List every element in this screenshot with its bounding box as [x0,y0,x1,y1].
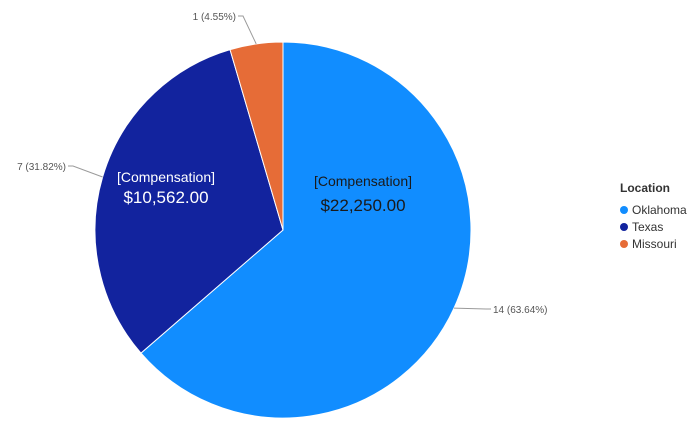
annotation-label-oklahoma: [Compensation] [314,173,412,189]
data-labels: 14 (63.64%) 7 (31.82%) 1 (4.55%) [17,12,547,316]
legend-label-oklahoma: Oklahoma [632,202,687,217]
legend-title: Location [620,181,670,195]
legend-swatch-missouri [620,239,628,248]
pie-slice-missouri[interactable] [229,41,284,231]
legend-item-oklahoma[interactable]: Oklahoma [620,201,687,218]
leader-line-oklahoma [453,307,491,310]
leader-line-texas [68,165,103,178]
slice-annotations: [Compensation] $22,250.00 [Compensation] $1… [117,169,412,215]
leader-line-missouri [238,15,257,45]
legend-swatch-oklahoma [620,205,628,214]
leader-lines [68,15,491,310]
legend-swatch-texas [620,222,628,231]
annotation-value-texas: $10,562.00 [123,188,208,207]
data-label-texas: 7 (31.82%) [17,162,66,173]
annotation-value-oklahoma: $22,250.00 [320,196,405,215]
legend-item-texas[interactable]: Texas [620,218,687,235]
legend: Location Oklahoma Texas Missouri [620,181,687,252]
legend-item-missouri[interactable]: Missouri [620,235,687,252]
legend-label-texas: Texas [632,219,664,234]
pie-slices [94,41,472,419]
annotation-label-texas: [Compensation] [117,169,215,185]
data-label-oklahoma: 14 (63.64%) [493,305,547,316]
data-label-missouri: 1 (4.55%) [193,12,236,23]
legend-label-missouri: Missouri [632,236,677,251]
pie-slice-texas[interactable] [94,48,284,354]
